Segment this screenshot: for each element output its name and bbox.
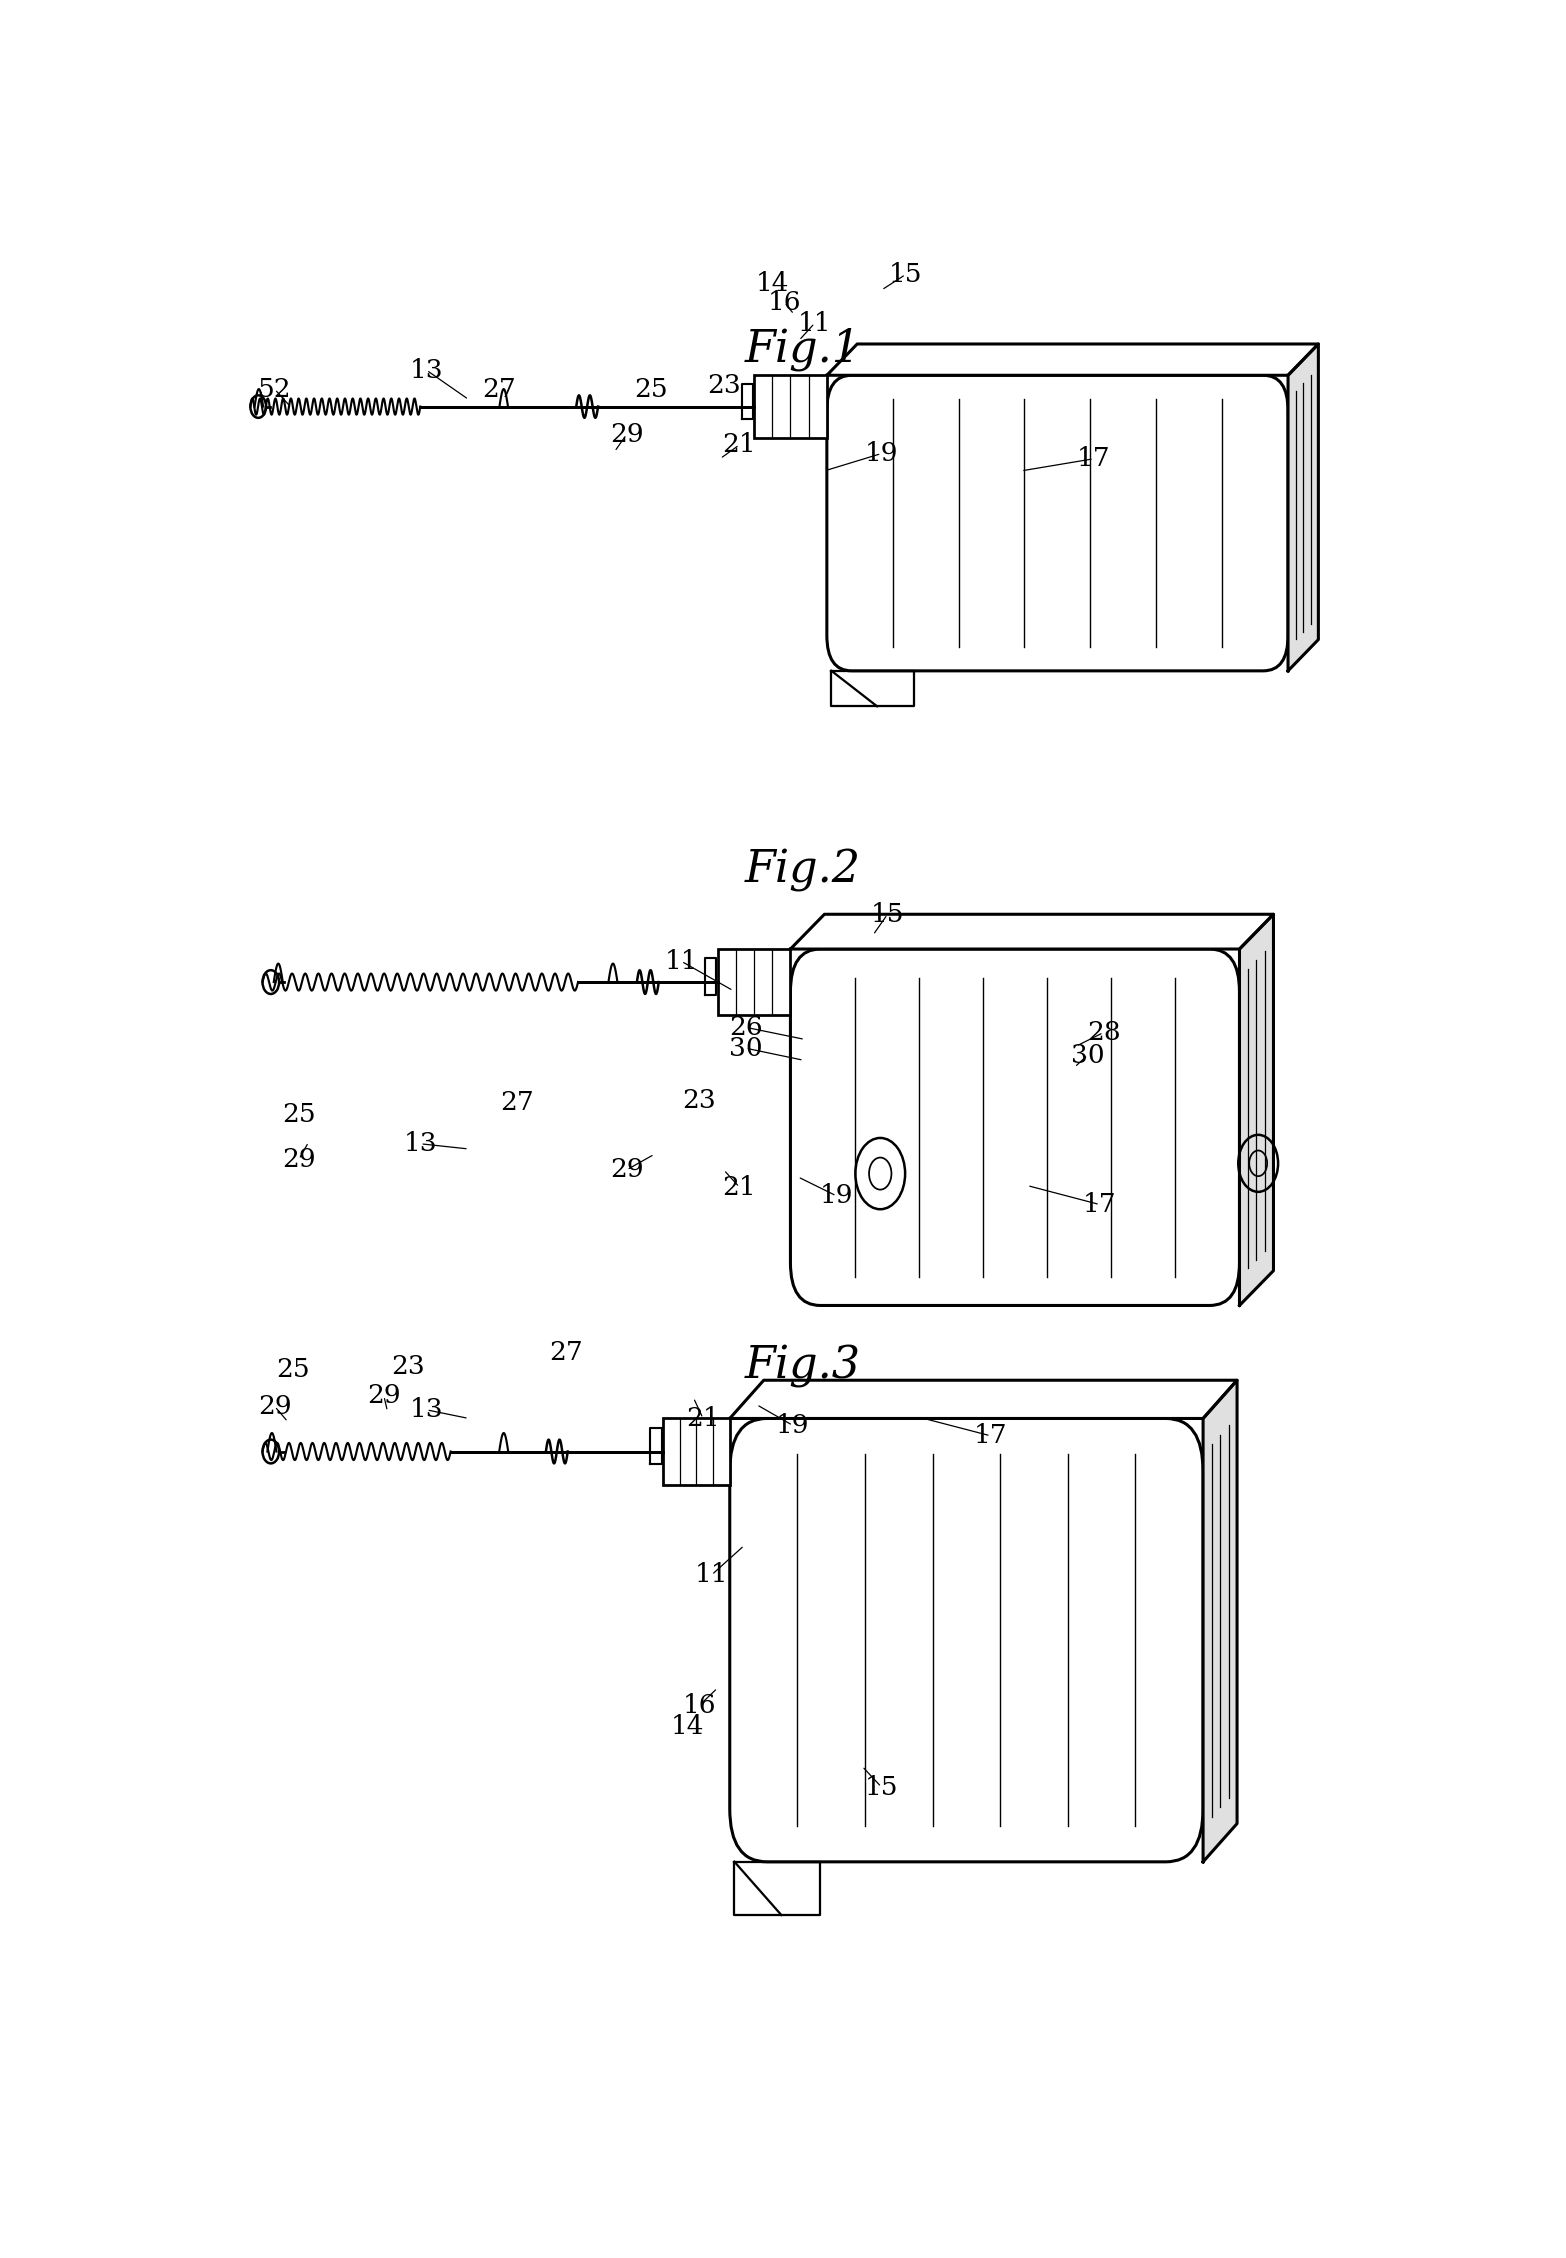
Text: 23: 23 [683,1088,716,1113]
Text: 29: 29 [609,1158,644,1183]
Text: 21: 21 [722,431,756,458]
Text: 26: 26 [728,1014,763,1039]
Text: 13: 13 [410,1398,443,1423]
Text: 14: 14 [670,1714,705,1739]
Polygon shape [1203,1380,1237,1863]
Text: 21: 21 [722,1174,756,1199]
Polygon shape [730,1380,1237,1418]
Text: 27: 27 [482,377,517,402]
Text: 23: 23 [392,1355,424,1380]
Text: 15: 15 [889,262,922,287]
Text: 29: 29 [282,1147,316,1172]
FancyBboxPatch shape [730,1418,1203,1863]
Polygon shape [717,948,791,1016]
Text: 29: 29 [366,1384,401,1409]
Text: 23: 23 [706,373,741,397]
Text: 14: 14 [755,271,789,296]
FancyBboxPatch shape [791,948,1240,1305]
Text: 16: 16 [683,1694,716,1718]
FancyBboxPatch shape [827,375,1289,671]
Text: 29: 29 [609,422,644,447]
Text: 30: 30 [728,1036,763,1061]
Text: 30: 30 [1071,1043,1104,1068]
Text: 25: 25 [282,1102,316,1127]
Polygon shape [1289,343,1319,671]
Text: 29: 29 [258,1393,291,1418]
Polygon shape [662,1418,730,1484]
Text: 15: 15 [871,901,904,926]
Text: 25: 25 [634,377,667,402]
Polygon shape [1240,914,1273,1305]
Text: 16: 16 [767,289,802,314]
Text: 17: 17 [1077,447,1110,472]
Text: Fig.3: Fig.3 [744,1346,861,1389]
Text: 11: 11 [695,1563,728,1587]
Text: 21: 21 [686,1407,720,1432]
Text: 13: 13 [410,357,443,382]
Text: 19: 19 [777,1414,810,1438]
Text: 52: 52 [258,377,291,402]
Text: 27: 27 [550,1339,583,1364]
Text: 19: 19 [821,1183,853,1208]
Polygon shape [755,375,827,438]
Text: Fig.1: Fig.1 [744,327,861,370]
Text: 15: 15 [864,1775,899,1800]
Text: 17: 17 [1084,1192,1117,1217]
Text: 17: 17 [974,1423,1007,1447]
Polygon shape [827,343,1319,375]
Text: 13: 13 [404,1131,437,1156]
Text: 28: 28 [1087,1021,1120,1045]
Text: 25: 25 [276,1357,310,1382]
Text: 19: 19 [864,440,899,465]
Text: 11: 11 [664,948,698,973]
Polygon shape [791,914,1273,948]
Text: 27: 27 [501,1091,534,1115]
Text: 11: 11 [799,312,832,336]
Text: Fig.2: Fig.2 [744,849,861,892]
